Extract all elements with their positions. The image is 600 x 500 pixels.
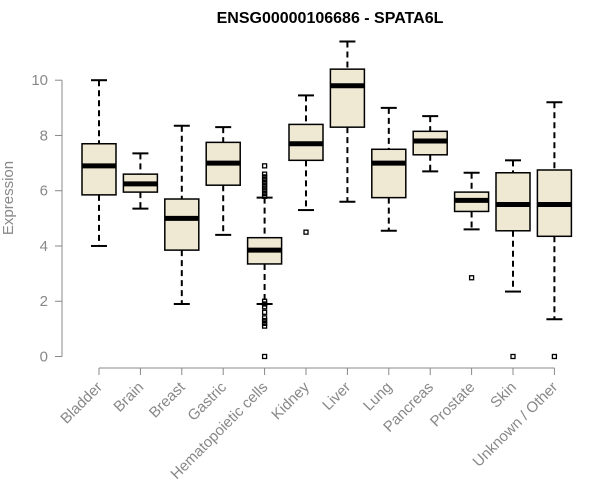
outlier-point bbox=[261, 188, 268, 194]
outlier-point bbox=[468, 275, 475, 281]
outlier-point bbox=[261, 163, 268, 169]
outlier-point bbox=[261, 315, 268, 321]
y-tick-label: 6 bbox=[40, 183, 48, 200]
outlier-point bbox=[261, 323, 268, 329]
outlier-point bbox=[261, 353, 268, 360]
x-tick-label: Lung bbox=[360, 379, 396, 415]
y-tick-label: 0 bbox=[40, 349, 48, 366]
box-breast bbox=[164, 124, 200, 306]
x-tick-label: Skin bbox=[487, 379, 520, 412]
outlier-point bbox=[261, 309, 268, 315]
iqr-box bbox=[164, 198, 200, 251]
x-tick-label: Breast bbox=[146, 378, 189, 421]
outlier-point bbox=[261, 177, 268, 183]
box-bladder bbox=[81, 79, 117, 247]
x-tick-label: Prostate bbox=[427, 379, 479, 431]
outlier-point bbox=[261, 182, 268, 188]
y-axis: 0 2 4 6 8 10 bbox=[31, 72, 63, 366]
outlier-point bbox=[303, 229, 309, 235]
y-tick-label: 10 bbox=[31, 72, 48, 89]
iqr-box bbox=[329, 68, 366, 128]
box-lung bbox=[371, 106, 407, 232]
box-gastric bbox=[205, 126, 241, 236]
x-tick-label: Kidney bbox=[268, 378, 313, 423]
outlier-point bbox=[551, 353, 558, 360]
outlier-point bbox=[261, 193, 268, 199]
x-tick-label: Liver bbox=[319, 379, 354, 414]
iqr-box bbox=[371, 148, 407, 199]
outlier-point bbox=[261, 190, 268, 197]
box-brain bbox=[122, 152, 159, 210]
outlier-point bbox=[261, 171, 268, 177]
outlier-point bbox=[261, 298, 268, 304]
x-tick-label: Bladder bbox=[57, 379, 106, 428]
box-kidney bbox=[288, 94, 324, 235]
y-tick-label: 8 bbox=[40, 127, 48, 144]
iqr-box bbox=[495, 172, 531, 232]
outlier-point bbox=[261, 317, 268, 324]
outlier-point bbox=[261, 179, 268, 186]
outlier-point bbox=[261, 174, 268, 180]
outlier-point bbox=[261, 301, 268, 307]
outlier-point bbox=[261, 185, 268, 191]
outlier-point bbox=[261, 304, 268, 310]
box-pancreas bbox=[412, 115, 448, 173]
box-series bbox=[81, 40, 573, 360]
iqr-box bbox=[81, 142, 117, 196]
y-tick-label: 4 bbox=[40, 238, 48, 255]
x-tick-label: Brain bbox=[110, 379, 147, 416]
box-skin bbox=[495, 159, 531, 360]
box-unknown-other bbox=[536, 101, 573, 360]
box-hematopoietic-cells bbox=[246, 163, 283, 360]
y-axis-label: Expression bbox=[0, 161, 17, 235]
y-tick-label: 2 bbox=[40, 293, 48, 310]
box-liver bbox=[329, 40, 366, 203]
chart-title: ENSG00000106686 - SPATA6L bbox=[217, 10, 444, 27]
box-prostate bbox=[453, 171, 490, 281]
outlier-point bbox=[261, 320, 268, 326]
outlier-point bbox=[510, 353, 516, 360]
